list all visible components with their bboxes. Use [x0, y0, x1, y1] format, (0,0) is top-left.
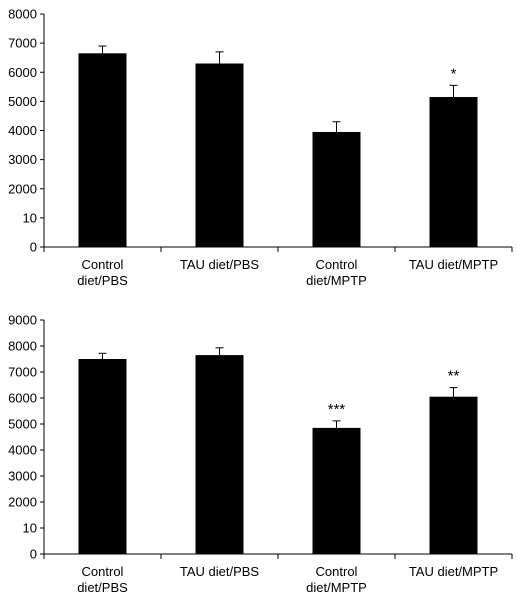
y-tick-label: 5000 — [8, 94, 37, 109]
x-tick-label: diet/PBS — [77, 273, 128, 288]
y-tick-label: 9000 — [8, 313, 37, 328]
y-tick-label: 3000 — [8, 469, 37, 484]
y-tick-label: 4000 — [8, 123, 37, 138]
y-tick-label: 7000 — [8, 365, 37, 380]
y-tick-label: 2000 — [8, 495, 37, 510]
bar — [78, 53, 127, 247]
y-tick-label: 8000 — [8, 7, 37, 22]
y-tick-label: 6000 — [8, 391, 37, 406]
x-tick-label: TAU diet/PBS — [180, 257, 260, 272]
significance-label: *** — [328, 401, 346, 418]
x-tick-label: Control — [316, 257, 358, 272]
significance-label: * — [451, 65, 457, 82]
y-tick-label: 2000 — [8, 181, 37, 196]
y-tick-label: 0 — [30, 547, 37, 562]
chart-top: 0102000300040005000600070008000Controldi… — [8, 7, 513, 288]
x-tick-label: TAU diet/MPTP — [409, 257, 498, 272]
y-tick-label: 8000 — [8, 339, 37, 354]
x-tick-label: Control — [82, 564, 124, 579]
x-tick-label: diet/MPTP — [306, 273, 367, 288]
x-tick-label: diet/MPTP — [306, 580, 367, 595]
bar — [429, 97, 478, 247]
x-tick-label: Control — [316, 564, 358, 579]
y-tick-label: 10 — [23, 210, 37, 225]
y-tick-label: 3000 — [8, 152, 37, 167]
x-tick-label: diet/PBS — [77, 580, 128, 595]
y-tick-label: 0 — [30, 240, 37, 255]
bar — [195, 355, 244, 554]
y-tick-label: 5000 — [8, 417, 37, 432]
y-tick-label: 7000 — [8, 36, 37, 51]
chart-bottom: 0 10 2000 3000 4000 5000 6000 7000 8000 9000 Contr… — [8, 313, 513, 595]
bar — [195, 63, 244, 248]
x-tick-label: TAU diet/MPTP — [409, 564, 498, 579]
bar — [312, 131, 361, 247]
significance-label: ** — [448, 368, 460, 385]
bar — [312, 427, 361, 554]
y-tick-label: 10 — [23, 521, 37, 536]
y-tick-label: 6000 — [8, 65, 37, 80]
bar — [78, 359, 127, 554]
bar — [429, 396, 478, 554]
x-tick-label: TAU diet/PBS — [180, 564, 260, 579]
x-tick-label: Control — [82, 257, 124, 272]
y-tick-label: 4000 — [8, 443, 37, 458]
